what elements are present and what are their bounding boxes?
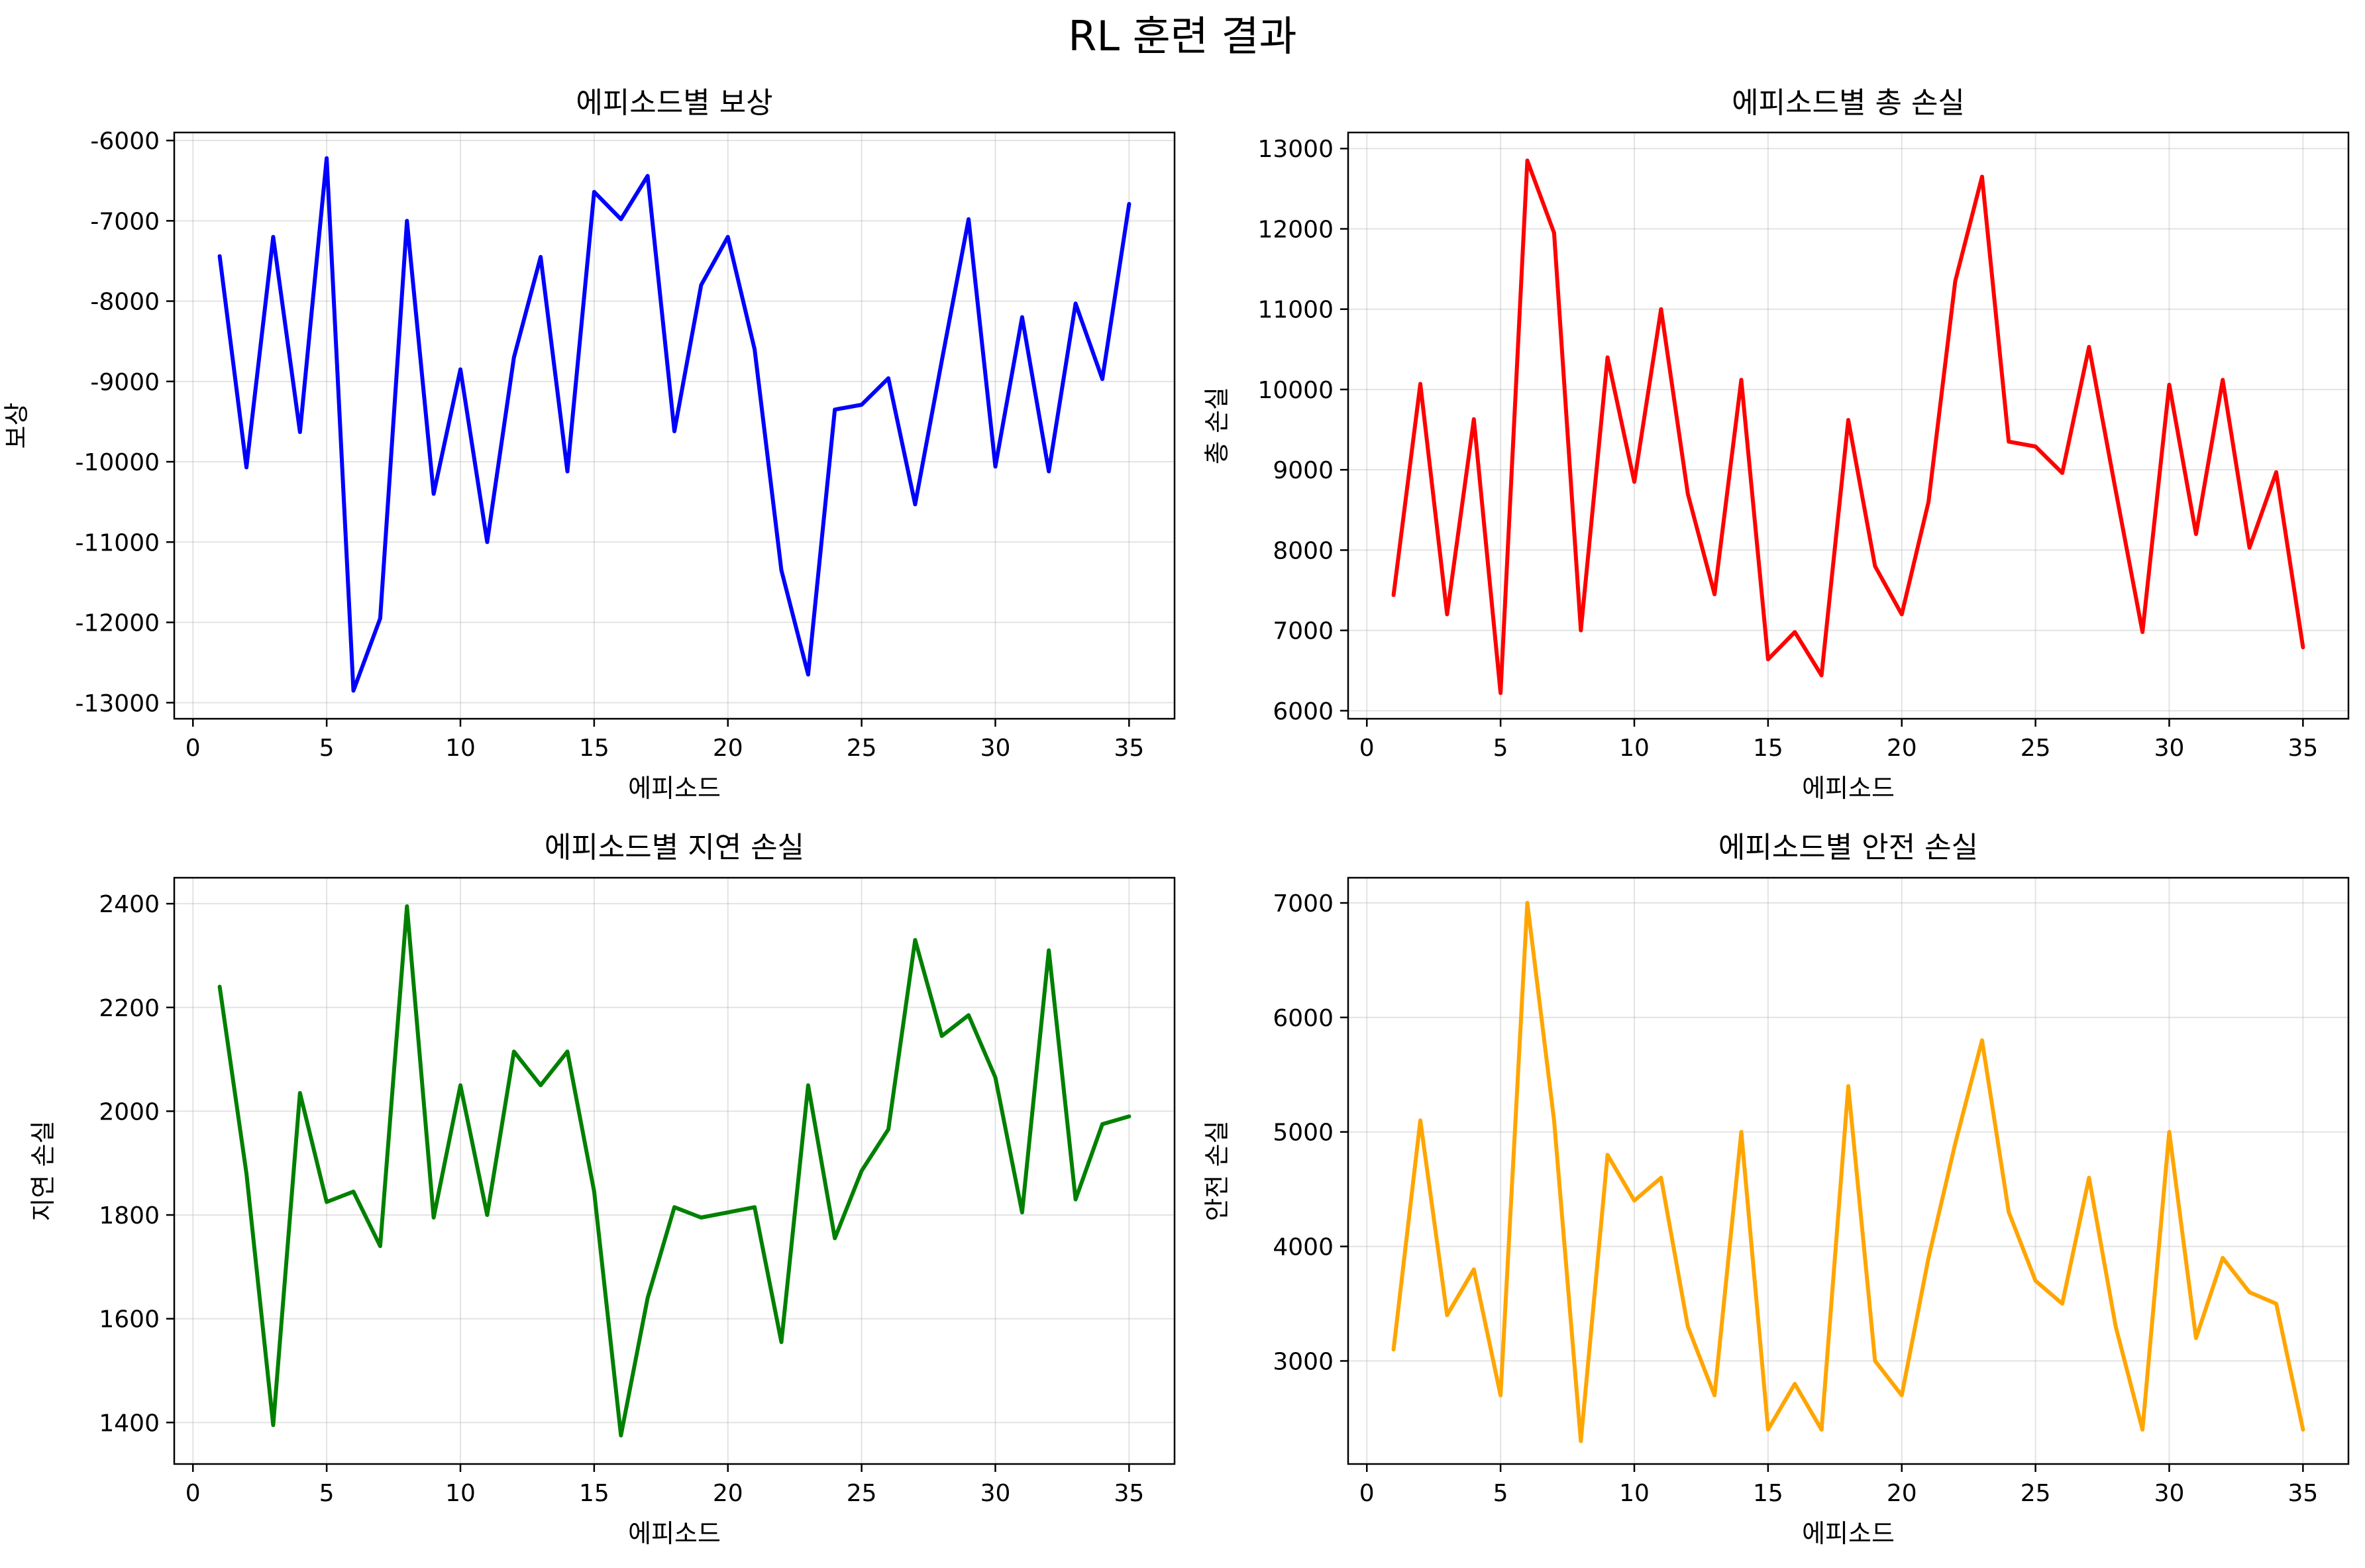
x-tick-label: 0 bbox=[1359, 1480, 1375, 1507]
y-tick-label: 7000 bbox=[1273, 890, 1334, 917]
x-tick-label: 25 bbox=[847, 735, 877, 762]
chart-title-latency-loss: 에피소드별 지연 손실 bbox=[544, 831, 805, 864]
x-tick-label: 5 bbox=[319, 735, 335, 762]
x-tick-label: 5 bbox=[1493, 1480, 1508, 1507]
x-tick-label: 20 bbox=[713, 735, 743, 762]
y-tick-label: -7000 bbox=[90, 208, 160, 235]
y-tick-label: 1600 bbox=[99, 1306, 160, 1333]
y-tick-label: 2000 bbox=[99, 1098, 160, 1125]
x-tick-label: 10 bbox=[445, 1480, 476, 1507]
chart-title-reward: 에피소드별 보상 bbox=[576, 86, 773, 120]
x-tick-label: 15 bbox=[579, 735, 609, 762]
x-tick-label: 15 bbox=[1753, 1480, 1783, 1507]
y-tick-label: 5000 bbox=[1273, 1120, 1334, 1147]
y-tick-label: -13000 bbox=[75, 690, 160, 717]
series-line-total-loss bbox=[1391, 158, 2305, 696]
x-tick-label: 35 bbox=[1114, 1480, 1144, 1507]
y-axis-label: 지연 손실 bbox=[28, 1121, 58, 1222]
plot-frame bbox=[1347, 131, 2350, 720]
x-tick-label: 25 bbox=[2021, 735, 2051, 762]
x-axis-label: 에피소드 bbox=[1802, 1519, 1895, 1548]
y-tick-label: -10000 bbox=[75, 449, 160, 476]
y-tick-label: 7000 bbox=[1273, 618, 1334, 645]
series-line-latency-loss bbox=[217, 904, 1131, 1437]
x-tick-label: 5 bbox=[1493, 735, 1508, 762]
y-tick-label: -9000 bbox=[90, 369, 160, 396]
y-axis-label: 총 손실 bbox=[1202, 387, 1232, 464]
x-axis-label: 에피소드 bbox=[628, 1519, 721, 1548]
y-tick-label: 3000 bbox=[1273, 1348, 1334, 1375]
y-tick-label: -6000 bbox=[90, 128, 160, 155]
y-tick-label: -12000 bbox=[75, 610, 160, 637]
x-tick-label: 30 bbox=[2154, 1480, 2185, 1507]
y-tick-label: 2200 bbox=[99, 995, 160, 1022]
y-axis-label: 보상 bbox=[2, 403, 31, 449]
y-tick-label: 11000 bbox=[1257, 297, 1334, 324]
y-tick-label: 8000 bbox=[1273, 537, 1334, 564]
y-axis-label: 안전 손실 bbox=[1202, 1121, 1232, 1222]
series-line-reward bbox=[217, 156, 1131, 693]
figure-title: RL 훈련 결과 bbox=[1068, 12, 1297, 60]
chart-title-safety-loss: 에피소드별 안전 손실 bbox=[1718, 831, 1979, 864]
plot-frame bbox=[173, 876, 1176, 1465]
x-tick-label: 15 bbox=[1753, 735, 1783, 762]
chart-reward: 0 5 10 15 20 25 30 35 -13000 -12000 -11000 -10000 -9… bbox=[2, 128, 1176, 803]
y-tick-label: -8000 bbox=[90, 289, 160, 316]
y-tick-label: 9000 bbox=[1273, 457, 1334, 484]
plot-frame bbox=[173, 131, 1176, 720]
x-tick-label: 20 bbox=[1887, 735, 1917, 762]
x-tick-label: 10 bbox=[1619, 735, 1650, 762]
x-tick-label: 25 bbox=[2021, 1480, 2051, 1507]
y-tick-label: 4000 bbox=[1273, 1234, 1334, 1261]
x-tick-label: 30 bbox=[980, 735, 1011, 762]
x-tick-label: 35 bbox=[2287, 735, 2318, 762]
x-axis-label: 에피소드 bbox=[1802, 774, 1895, 803]
y-tick-label: -11000 bbox=[75, 529, 160, 556]
y-tick-label: 1400 bbox=[99, 1410, 160, 1437]
y-tick-label: 6000 bbox=[1273, 698, 1334, 725]
x-tick-label: 35 bbox=[2287, 1480, 2318, 1507]
y-tick-label: 6000 bbox=[1273, 1005, 1334, 1032]
x-tick-label: 30 bbox=[2154, 735, 2185, 762]
x-tick-label: 20 bbox=[1887, 1480, 1917, 1507]
chart-safety-loss: 0 5 10 15 20 25 30 35 3000 4000 5000 6000 7000 에피소드 안전… bbox=[1202, 876, 2350, 1548]
x-tick-label: 0 bbox=[1359, 735, 1375, 762]
series-line-safety-loss bbox=[1391, 901, 2305, 1443]
chart-latency-loss: 0 5 10 15 20 25 30 35 1400 1600 1800 2000 2200 2400 에피… bbox=[28, 876, 1176, 1548]
chart-title-total-loss: 에피소드별 총 손실 bbox=[1732, 86, 1965, 120]
y-tick-label: 10000 bbox=[1257, 377, 1334, 404]
x-tick-label: 10 bbox=[1619, 1480, 1650, 1507]
chart-total-loss: 0 5 10 15 20 25 30 35 6000 7000 8000 9000 10000 11000… bbox=[1202, 131, 2350, 803]
x-axis-label: 에피소드 bbox=[628, 774, 721, 803]
x-tick-label: 5 bbox=[319, 1480, 335, 1507]
x-tick-label: 30 bbox=[980, 1480, 1011, 1507]
y-tick-label: 12000 bbox=[1257, 216, 1334, 243]
x-tick-label: 20 bbox=[713, 1480, 743, 1507]
x-tick-label: 25 bbox=[847, 1480, 877, 1507]
x-tick-label: 15 bbox=[579, 1480, 609, 1507]
x-tick-label: 0 bbox=[185, 735, 201, 762]
y-tick-label: 2400 bbox=[99, 891, 160, 918]
y-tick-label: 13000 bbox=[1257, 136, 1334, 163]
plot-frame bbox=[1347, 876, 2350, 1465]
x-tick-label: 35 bbox=[1114, 735, 1144, 762]
x-tick-label: 10 bbox=[445, 735, 476, 762]
y-tick-label: 1800 bbox=[99, 1202, 160, 1229]
x-tick-label: 0 bbox=[185, 1480, 201, 1507]
